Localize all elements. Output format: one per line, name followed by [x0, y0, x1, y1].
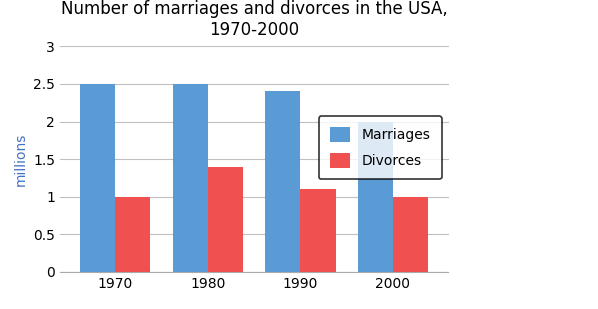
Bar [115, 197, 151, 272]
Legend: Marriages, Divorces: Marriages, Divorces [319, 116, 441, 179]
Bar [358, 121, 393, 272]
Title: Number of marriages and divorces in the USA,
1970-2000: Number of marriages and divorces in the … [61, 0, 447, 39]
Bar [208, 167, 243, 272]
Bar [173, 84, 208, 272]
Bar [80, 84, 115, 272]
Bar [266, 91, 300, 272]
Bar [393, 197, 428, 272]
Y-axis label: millions: millions [13, 133, 28, 186]
Bar [300, 189, 335, 272]
